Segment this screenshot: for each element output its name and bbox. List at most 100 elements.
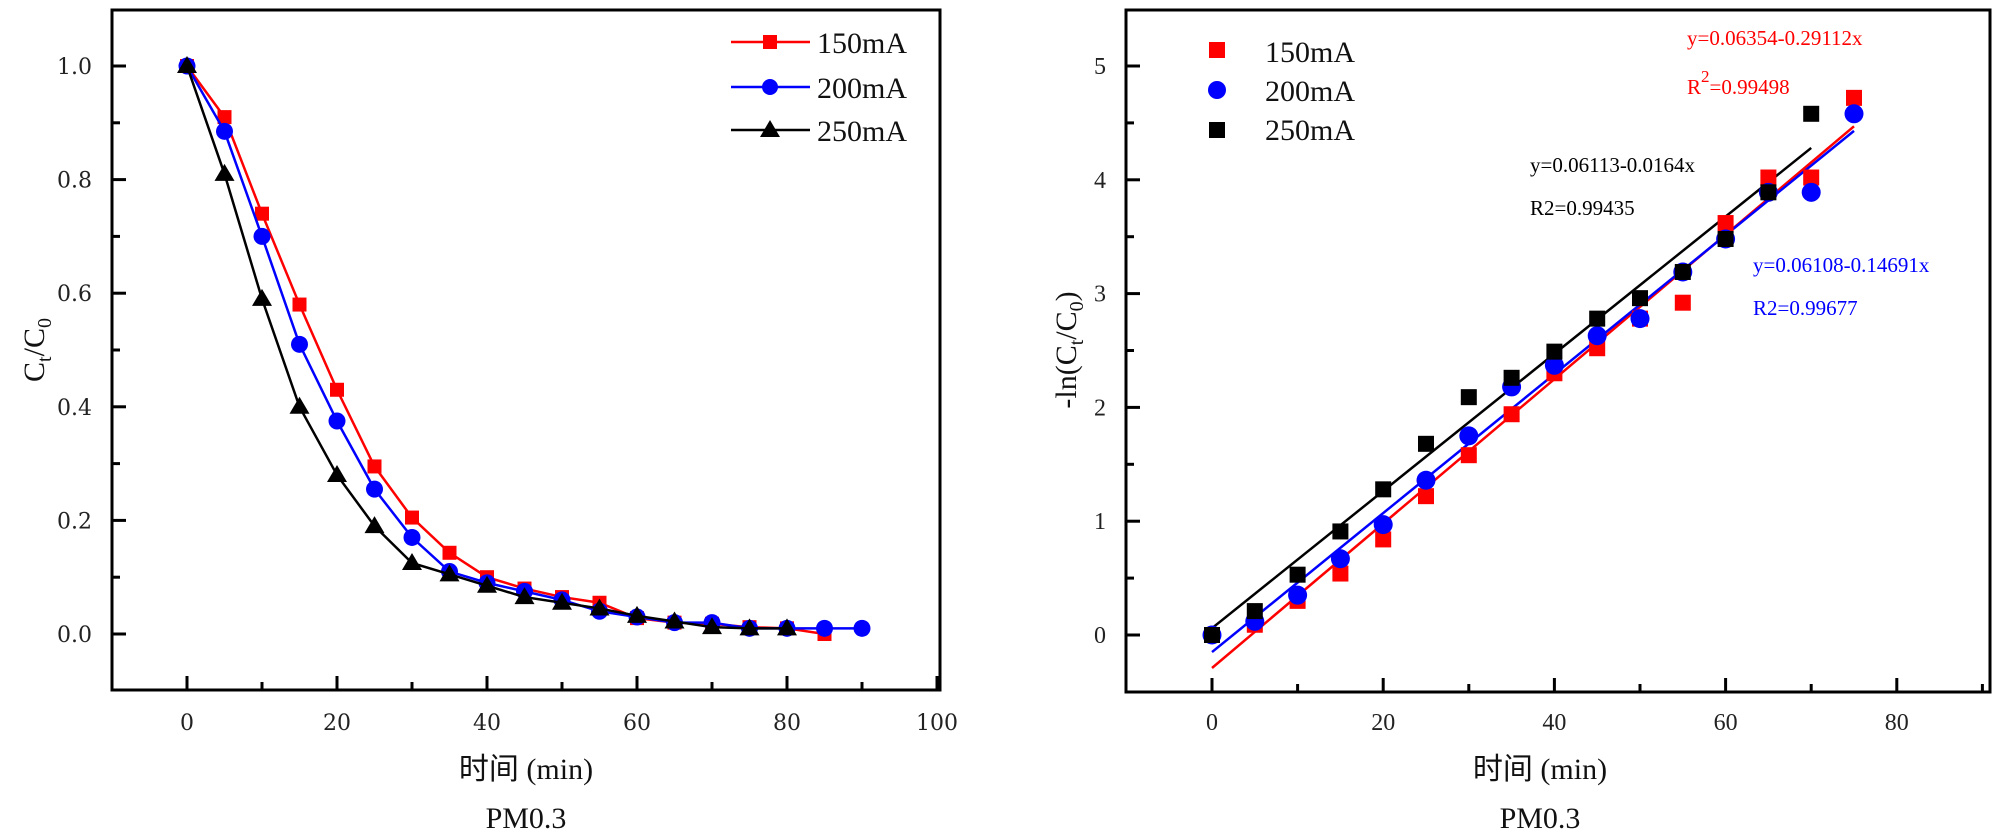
right-point-250mA-5 — [1246, 603, 1263, 620]
left-series-line-250mA — [185, 65, 787, 630]
left-point-150mA-15 — [292, 297, 307, 312]
left-y-tick-label: 0.2 — [57, 509, 92, 534]
right-x-tick-label: 40 — [1542, 710, 1566, 736]
left-y-tick-label: 0.4 — [57, 396, 92, 421]
black-fit-r2: R2=0.99435 — [1530, 196, 1635, 220]
left-point-200mA-30 — [403, 528, 421, 546]
left-ylabel-sub2: 0 — [34, 318, 56, 328]
red-r2-sup: 2 — [1701, 67, 1710, 86]
right-point-200mA-30 — [1459, 426, 1479, 446]
left-point-250mA-20 — [327, 464, 347, 482]
left-point-250mA-25 — [364, 516, 385, 534]
right-point-250mA-15 — [1332, 523, 1349, 540]
right-point-250mA-60 — [1717, 230, 1734, 247]
right-point-250mA-20 — [1375, 481, 1392, 498]
left-y-tick-label: 0.0 — [57, 623, 92, 648]
left-point-200mA-90 — [853, 619, 871, 637]
left-point-200mA-25 — [366, 480, 383, 498]
right-point-200mA-25 — [1416, 470, 1436, 490]
right-y-tick-label: 4 — [1094, 168, 1106, 194]
right-point-250mA-50 — [1632, 290, 1648, 307]
right-point-200mA-75 — [1844, 104, 1864, 124]
right-point-150mA-20 — [1375, 531, 1392, 548]
left-legend-label-150: 150mA — [817, 27, 907, 60]
left-series-250mA — [177, 56, 797, 636]
right-ylabel-mid: /C — [1050, 311, 1083, 339]
left-point-150mA-5 — [217, 110, 232, 125]
left-point-250mA-0 — [177, 56, 197, 73]
right-y-axis-title: -ln(Ct/C0) — [1050, 291, 1088, 408]
left-y-axis-title: Ct/C0 — [18, 318, 56, 382]
left-point-250mA-45 — [514, 587, 535, 605]
right-axes: 0 20 40 60 80 0 1 2 3 4 5 — [1094, 54, 1984, 736]
right-ylabel-sub1: t — [1066, 339, 1088, 345]
left-legend-label-200: 200mA — [817, 72, 907, 105]
left-point-150mA-35 — [442, 545, 457, 560]
left-point-250mA-75 — [739, 618, 760, 636]
left-point-200mA-85 — [816, 619, 833, 637]
left-point-250mA-60 — [627, 605, 647, 623]
right-point-250mA-65 — [1760, 184, 1777, 201]
right-point-150mA-15 — [1332, 565, 1349, 582]
left-caption: PM0.3 — [486, 802, 567, 831]
right-legend-item-150: 150mA — [1209, 36, 1355, 69]
left-ylabel-mid: /C — [18, 328, 51, 356]
right-ylabel-sub2: 0 — [1066, 301, 1088, 311]
left-point-250mA-5 — [214, 163, 235, 181]
left-legend-triangle-icon — [760, 120, 780, 137]
left-legend-item-150: 150mA — [731, 27, 907, 60]
right-y-tick-label: 1 — [1094, 509, 1106, 535]
left-x-tick-label: 80 — [773, 711, 801, 736]
left-point-250mA-15 — [289, 396, 310, 414]
left-series-line-150mA — [185, 65, 825, 636]
left-point-250mA-55 — [589, 598, 610, 616]
right-point-250mA-35 — [1503, 369, 1520, 386]
left-legend-circle-icon — [762, 79, 778, 95]
right-point-200mA-70 — [1801, 182, 1821, 202]
left-ylabel-main: C — [18, 362, 51, 382]
left-x-tick-label: 20 — [323, 711, 351, 736]
red-fit-r2: R2=0.99498 — [1687, 67, 1790, 99]
left-axes: 0 20 40 60 80 100 0.0 0.2 0.4 0.6 0.8 1.0 — [57, 55, 958, 736]
right-point-150mA-35 — [1503, 406, 1520, 423]
left-legend-square-icon — [763, 35, 777, 49]
right-ylabel-pre: -ln(C — [1050, 345, 1083, 408]
right-point-150mA-70 — [1803, 169, 1820, 186]
left-point-250mA-65 — [664, 611, 685, 629]
right-ylabel-post: ) — [1050, 291, 1083, 301]
left-point-200mA-20 — [328, 412, 346, 430]
right-y-tick-label: 0 — [1094, 623, 1106, 649]
left-point-250mA-50 — [552, 592, 572, 610]
right-legend-item-200: 200mA — [1208, 75, 1355, 108]
right-x-tick-label: 60 — [1714, 710, 1738, 736]
left-legend-item-250: 250mA — [731, 115, 907, 148]
right-fit-line-200mA — [1211, 129, 1855, 654]
left-point-200mA-15 — [291, 335, 308, 353]
right-point-200mA-20 — [1373, 515, 1393, 535]
right-series-250mA — [1204, 105, 1820, 643]
right-point-200mA-40 — [1544, 355, 1564, 375]
left-y-tick-label: 1.0 — [57, 55, 92, 80]
right-point-250mA-55 — [1674, 263, 1691, 280]
right-legend-circle-icon — [1208, 81, 1226, 99]
left-x-tick-label: 60 — [623, 711, 651, 736]
right-point-150mA-55 — [1674, 294, 1691, 311]
left-x-tick-label: 40 — [473, 711, 501, 736]
right-point-200mA-10 — [1288, 585, 1308, 605]
left-legend-label-250: 250mA — [817, 115, 907, 148]
left-point-150mA-25 — [367, 459, 382, 474]
left-series-group — [177, 56, 871, 641]
red-fit-equation: y=0.06354-0.29112x — [1687, 26, 1863, 50]
right-legend: 150mA 200mA 250mA — [1208, 36, 1355, 147]
left-legend-item-200: 200mA — [731, 72, 907, 105]
right-legend-square-icon-black — [1209, 122, 1225, 138]
right-x-tick-label: 20 — [1371, 710, 1395, 736]
red-r2-base: R — [1687, 75, 1701, 99]
right-legend-square-icon-red — [1209, 42, 1225, 58]
left-y-tick-label: 0.6 — [57, 282, 92, 307]
left-ylabel-sub1: t — [34, 356, 56, 362]
left-point-250mA-10 — [252, 288, 272, 306]
right-x-tick-label: 0 — [1206, 710, 1218, 736]
